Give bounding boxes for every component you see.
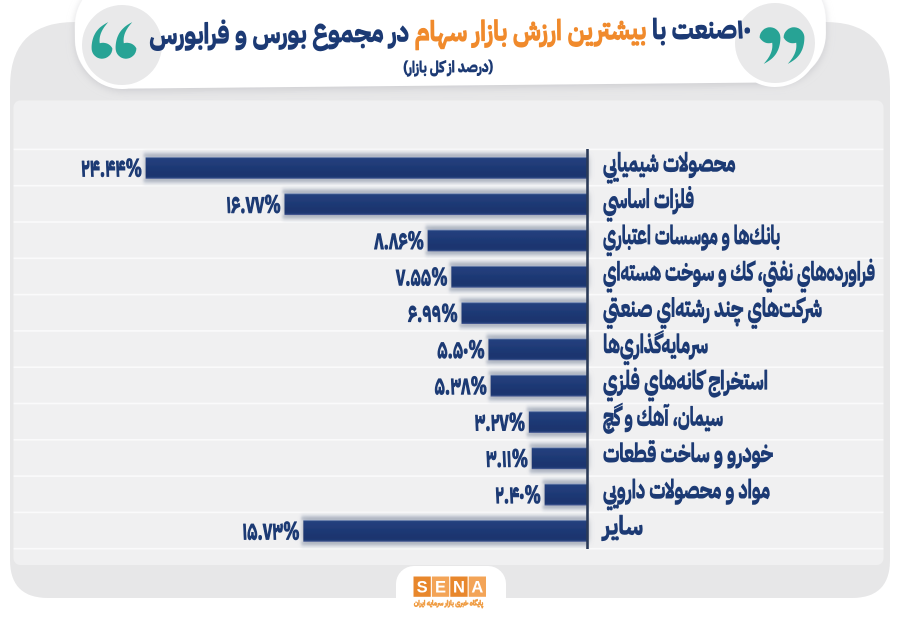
svg-text:N: N bbox=[453, 579, 465, 597]
svg-text:A: A bbox=[471, 579, 483, 597]
svg-text:S: S bbox=[417, 579, 428, 597]
svg-text:E: E bbox=[435, 579, 446, 597]
